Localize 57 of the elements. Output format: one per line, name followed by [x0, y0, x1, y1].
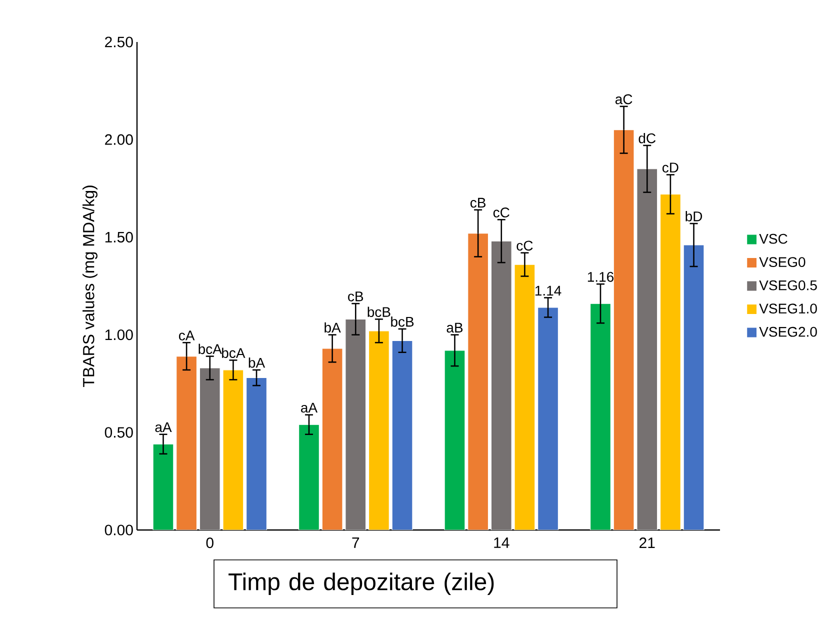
bar — [660, 194, 681, 530]
y-tick-label: 2.50 — [105, 36, 133, 48]
y-tick-label: 0.00 — [104, 524, 133, 536]
data-label: bcB — [368, 306, 390, 317]
x-tick-label: 21 — [640, 538, 655, 548]
y-axis-title: TBARS values (mg MDA/kg) — [82, 186, 98, 387]
data-label: bA — [248, 357, 266, 368]
bar — [613, 130, 634, 530]
bar — [392, 340, 413, 530]
bar — [322, 348, 343, 530]
data-label: cB — [348, 292, 364, 302]
data-label: 1.16 — [588, 272, 614, 282]
legend-label: VSEG2.0 — [759, 326, 817, 337]
data-label: aA — [155, 422, 172, 432]
data-label: cD — [662, 162, 678, 173]
bar — [538, 307, 559, 530]
x-tick-label: 0 — [206, 538, 214, 548]
bar — [345, 318, 366, 530]
bar — [636, 168, 658, 530]
bar — [468, 232, 489, 530]
data-label: aA — [301, 402, 318, 413]
bar — [246, 377, 268, 530]
y-tick-label: 0.50 — [104, 427, 133, 438]
x-tick-label: 14 — [494, 538, 510, 548]
y-tick-label: 1.00 — [105, 329, 133, 340]
legend-label: VSEG0 — [759, 257, 806, 268]
bar — [683, 244, 704, 530]
data-label: bD — [686, 211, 702, 222]
legend-label: VSEG1.0 — [759, 304, 817, 314]
bar — [590, 303, 611, 530]
data-label: dC — [638, 132, 656, 144]
legend-label: VSEG0.5 — [759, 280, 817, 290]
bar — [514, 264, 536, 530]
bar — [152, 444, 174, 530]
data-label: cC — [493, 208, 510, 218]
bar — [490, 240, 512, 530]
legend-label: VSC — [759, 234, 788, 244]
bar — [298, 424, 320, 530]
data-label: 1.14 — [535, 286, 562, 296]
x-tick-label: 7 — [352, 538, 360, 548]
data-label: bA — [324, 322, 341, 333]
bar — [176, 356, 198, 530]
bar — [368, 330, 390, 530]
data-label: bcB — [391, 316, 414, 327]
data-label: bcA — [198, 344, 222, 354]
bar — [222, 370, 244, 530]
bar — [444, 350, 466, 530]
data-label: bcA — [222, 348, 246, 358]
y-tick-label: 1.50 — [105, 232, 133, 242]
data-label: aC — [615, 94, 632, 104]
bar — [199, 368, 220, 530]
data-label: cB — [470, 198, 486, 208]
data-label: cA — [178, 330, 195, 340]
data-label: cC — [516, 240, 533, 251]
data-label: aB — [446, 322, 463, 333]
y-tick-label: 2.00 — [105, 134, 133, 145]
x-axis-title: Timp de depozitare (zile) — [228, 572, 494, 596]
